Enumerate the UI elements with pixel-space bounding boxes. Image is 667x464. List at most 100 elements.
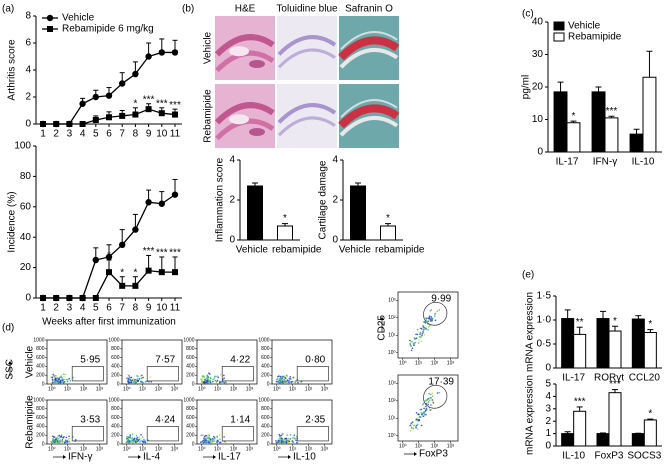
y-tick-label: 400: [111, 364, 120, 370]
plot-frame: [46, 399, 108, 445]
event-dot: [425, 406, 428, 409]
axis-arrow-head: [213, 455, 216, 459]
event-dot: [136, 377, 139, 380]
significance: ***: [169, 248, 181, 259]
tissue: [277, 116, 336, 137]
event-dot: [212, 438, 214, 441]
event-dot: [282, 438, 284, 441]
event-dot: [413, 424, 415, 427]
event-dot: [207, 376, 209, 379]
event-dot: [223, 436, 225, 438]
y-tick-label: 600: [186, 355, 195, 361]
event-dot: [280, 378, 283, 381]
gate: [71, 366, 104, 382]
event-dot: [210, 377, 212, 380]
bar: [608, 392, 622, 447]
significance: ***: [143, 246, 155, 257]
point-marker: [145, 53, 152, 60]
x-tick-label: 10²: [230, 386, 238, 392]
tissue: [340, 31, 398, 50]
plot-frame: [397, 291, 459, 359]
y-tick-label: 0: [117, 441, 120, 447]
event-dot: [422, 332, 425, 334]
event-dot: [419, 331, 422, 334]
event-dot: [201, 440, 203, 443]
significance: *: [648, 409, 652, 420]
x-tick-label: 10¹: [64, 386, 72, 392]
event-dot: [422, 404, 424, 406]
event-dot: [135, 441, 138, 444]
point-marker: [145, 267, 152, 274]
event-dot: [139, 437, 142, 440]
event-dot: [142, 376, 144, 379]
event-dot: [415, 337, 418, 340]
image-row-label: Vehicle: [203, 31, 214, 64]
y-tick-label: 800: [186, 406, 195, 412]
x-tick-label: 10²: [431, 443, 439, 449]
x-tick-label: 4: [80, 303, 86, 314]
event-dot: [295, 380, 297, 382]
event-dot: [208, 436, 210, 439]
event-dot: [58, 434, 61, 437]
x-tick-label: 10⁰: [123, 446, 131, 452]
x-tick-label: 1: [40, 303, 46, 314]
y-tick-label: 1000: [33, 397, 44, 403]
event-dot: [150, 381, 153, 383]
y-tick-label: 10: [532, 114, 544, 125]
x-tick-label: 10¹: [415, 443, 423, 449]
event-dot: [219, 441, 222, 444]
event-dot: [409, 339, 411, 342]
y-axis-label: CD25: [377, 315, 388, 341]
y-tick-label: 600: [186, 415, 195, 421]
event-dot: [132, 378, 135, 380]
y-tick-label: 600: [36, 415, 45, 421]
event-dot: [429, 318, 432, 321]
event-dot: [201, 375, 203, 378]
event-dot: [427, 320, 429, 323]
y-tick-label: 0: [42, 381, 45, 387]
event-dot: [223, 377, 225, 379]
x-tick-label: 8: [133, 303, 139, 314]
event-dot: [219, 380, 221, 383]
y-tick-label: 1000: [183, 337, 194, 343]
event-dot: [53, 436, 56, 438]
point-marker: [145, 199, 152, 206]
event-dot: [282, 441, 285, 444]
point-marker: [158, 200, 165, 207]
tissue: [339, 116, 399, 137]
x-tick-label: 10²: [80, 446, 88, 452]
event-dot: [68, 377, 70, 380]
y-axis-label: Inflammation score: [215, 157, 226, 242]
y-tick-label: 40: [532, 17, 544, 28]
x-tick-label: 7: [119, 129, 125, 140]
event-dot: [208, 434, 211, 437]
event-dot: [52, 438, 55, 441]
event-dot: [415, 333, 417, 336]
event-dot: [138, 436, 141, 438]
tissue: [214, 102, 275, 125]
event-dot: [140, 380, 142, 383]
event-dot: [414, 341, 417, 344]
event-dot: [138, 438, 140, 441]
event-dot: [427, 317, 430, 320]
y-tick-label: 0: [42, 441, 45, 447]
axis-arrow-head: [138, 455, 141, 459]
event-dot: [202, 439, 205, 442]
event-dot: [63, 375, 65, 378]
event-dot: [208, 373, 211, 375]
x-tick-label: 10⁰: [273, 446, 281, 452]
event-dot: [220, 373, 222, 376]
bar: [608, 330, 622, 369]
row-label: Rebamipide: [25, 395, 36, 449]
point-marker: [158, 49, 165, 56]
legend-label: Vehicle: [62, 13, 95, 24]
event-dot: [57, 381, 59, 383]
event-dot: [141, 436, 144, 438]
point-marker: [92, 256, 100, 264]
point-marker: [66, 295, 73, 301]
event-dot: [63, 381, 66, 384]
significance: *: [133, 267, 137, 278]
x-tick-label: rebamipide: [272, 245, 322, 256]
significance: ***: [143, 94, 155, 105]
event-dot: [422, 329, 425, 331]
